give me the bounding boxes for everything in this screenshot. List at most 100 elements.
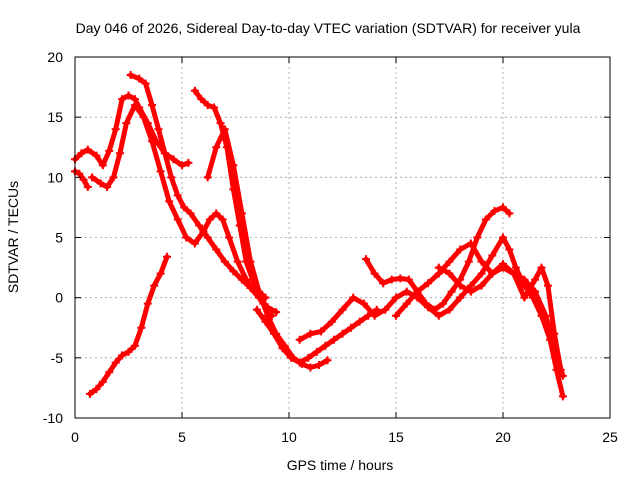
data-point-plus bbox=[130, 341, 139, 350]
data-point-plus bbox=[473, 233, 482, 242]
data-point-plus bbox=[111, 125, 120, 134]
data-point-plus bbox=[550, 329, 559, 338]
data-point-plus bbox=[212, 209, 221, 218]
data-point-plus bbox=[173, 191, 182, 200]
data-point-plus bbox=[466, 287, 475, 296]
data-point-plus bbox=[167, 173, 176, 182]
data-point-plus bbox=[111, 358, 120, 367]
series-arc-9 bbox=[295, 287, 465, 344]
data-point-plus bbox=[115, 149, 124, 158]
data-point-plus bbox=[137, 323, 146, 332]
data-point-plus bbox=[85, 389, 94, 398]
data-point-plus bbox=[434, 311, 443, 320]
data-point-plus bbox=[122, 119, 131, 128]
chart-title: Day 046 of 2026, Sidereal Day-to-day VTE… bbox=[76, 20, 581, 36]
data-point-plus bbox=[464, 257, 473, 266]
data-point-plus bbox=[92, 385, 101, 394]
data-point-plus bbox=[509, 269, 518, 278]
data-point-plus bbox=[203, 101, 212, 110]
data-point-plus bbox=[347, 323, 356, 332]
data-point-plus bbox=[163, 252, 172, 261]
data-point-plus bbox=[404, 275, 413, 284]
data-point-plus bbox=[105, 368, 114, 377]
data-point-plus bbox=[556, 365, 565, 374]
data-point-plus bbox=[505, 209, 514, 218]
data-point-plus bbox=[272, 308, 281, 317]
data-point-plus bbox=[205, 215, 214, 224]
data-point-plus bbox=[447, 287, 456, 296]
data-point-plus bbox=[424, 279, 433, 288]
series-arc-2 bbox=[71, 167, 92, 191]
data-point-plus bbox=[139, 113, 148, 122]
data-point-plus bbox=[558, 392, 567, 401]
data-point-plus bbox=[98, 377, 107, 386]
data-point-plus bbox=[306, 329, 315, 338]
data-point-plus bbox=[481, 215, 490, 224]
x-tick-label: 0 bbox=[71, 429, 79, 445]
data-point-plus bbox=[150, 281, 159, 290]
data-point-plus bbox=[220, 125, 229, 134]
data-point-plus bbox=[148, 101, 157, 110]
data-point-plus bbox=[156, 167, 165, 176]
data-point-plus bbox=[396, 274, 405, 283]
data-point-plus bbox=[261, 317, 270, 326]
data-point-plus bbox=[312, 347, 321, 356]
data-point-plus bbox=[130, 101, 139, 110]
data-point-plus bbox=[430, 305, 439, 314]
data-point-plus bbox=[456, 293, 465, 302]
data-point-plus bbox=[77, 149, 86, 158]
data-point-plus bbox=[118, 95, 127, 104]
data-point-plus bbox=[306, 363, 315, 372]
data-point-plus bbox=[445, 269, 454, 278]
y-tick-label: -5 bbox=[51, 350, 64, 366]
data-point-plus bbox=[304, 353, 313, 362]
data-point-plus bbox=[499, 203, 507, 212]
data-point-plus bbox=[323, 356, 332, 365]
data-point-plus bbox=[83, 182, 92, 191]
data-point-plus bbox=[103, 182, 112, 191]
x-tick-label: 20 bbox=[495, 429, 511, 445]
data-point-plus bbox=[349, 293, 358, 302]
data-point-plus bbox=[499, 259, 507, 268]
data-point-plus bbox=[543, 281, 552, 290]
data-point-plus bbox=[143, 299, 152, 308]
data-point-plus bbox=[546, 335, 555, 344]
data-point-plus bbox=[314, 361, 323, 370]
data-point-plus bbox=[477, 257, 486, 266]
data-point-plus bbox=[246, 257, 255, 266]
series-arc-5 bbox=[85, 252, 172, 398]
data-point-plus bbox=[402, 299, 411, 308]
data-point-plus bbox=[160, 149, 169, 158]
data-point-plus bbox=[387, 275, 396, 284]
data-point-plus bbox=[338, 329, 347, 338]
data-point-plus bbox=[96, 179, 105, 188]
data-point-plus bbox=[75, 169, 84, 178]
data-point-plus bbox=[359, 299, 368, 308]
data-point-plus bbox=[135, 74, 144, 83]
data-point-plus bbox=[531, 275, 540, 284]
y-tick-label: 0 bbox=[55, 290, 63, 306]
x-tick-label: 10 bbox=[281, 429, 297, 445]
data-point-plus bbox=[233, 257, 242, 266]
data-point-plus bbox=[186, 209, 195, 218]
data-point-plus bbox=[531, 287, 540, 296]
y-tick-label: 10 bbox=[47, 169, 63, 185]
series-arc-4 bbox=[126, 71, 281, 317]
data-point-plus bbox=[505, 245, 514, 254]
data-point-plus bbox=[370, 269, 379, 278]
data-point-plus bbox=[118, 351, 127, 360]
data-point-plus bbox=[212, 143, 221, 152]
data-point-plus bbox=[105, 146, 114, 155]
data-point-plus bbox=[237, 209, 246, 218]
data-point-plus bbox=[190, 239, 199, 248]
y-axis-label: SDTVAR / TECUs bbox=[5, 181, 21, 293]
data-point-plus bbox=[287, 353, 296, 362]
data-point-plus bbox=[477, 281, 486, 290]
series-line bbox=[89, 102, 275, 319]
y-tick-label: 15 bbox=[47, 109, 63, 125]
data-point-plus bbox=[203, 173, 212, 182]
x-tick-label: 25 bbox=[602, 429, 618, 445]
data-point-plus bbox=[445, 305, 454, 314]
data-point-plus bbox=[528, 293, 537, 302]
